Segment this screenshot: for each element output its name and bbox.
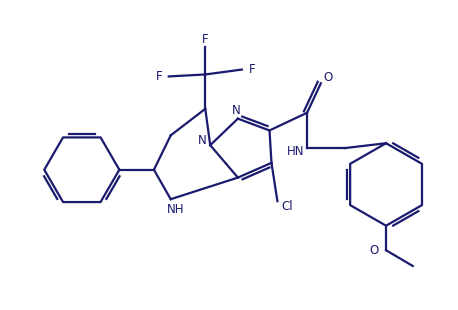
Text: F: F: [248, 63, 255, 76]
Text: N: N: [232, 104, 240, 117]
Text: F: F: [156, 70, 162, 83]
Text: O: O: [323, 71, 333, 84]
Text: NH: NH: [167, 202, 185, 215]
Text: O: O: [370, 244, 379, 257]
Text: Cl: Cl: [282, 200, 293, 213]
Text: HN: HN: [286, 144, 304, 157]
Text: F: F: [202, 33, 208, 46]
Text: N: N: [198, 134, 207, 147]
